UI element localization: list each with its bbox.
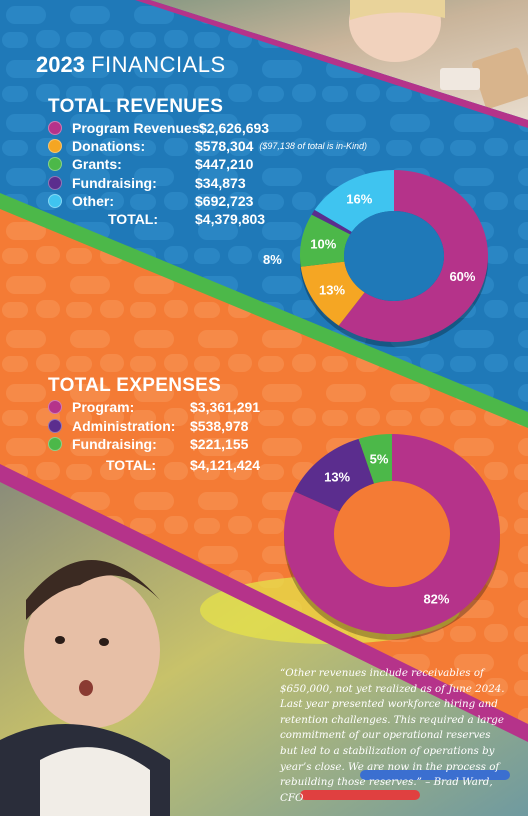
- donut-slice-fundraising: [358, 434, 392, 484]
- legend-value-donations: $578,304 ($97,138 of total is in-Kind): [195, 137, 367, 155]
- cfo-quote: “Other revenues include receivables of $…: [280, 667, 505, 804]
- legend-value-program-revenues: $2,626,693: [199, 119, 269, 137]
- revenues-donut-chart: 60% 13% 10% 16% 8%: [263, 170, 488, 347]
- revenues-total-label: TOTAL:: [108, 211, 159, 227]
- legend-dot: [48, 437, 62, 451]
- legend-dot: [48, 419, 62, 433]
- donut-slice-program-revenues: [338, 170, 488, 342]
- legend-value: $221,155: [190, 436, 249, 452]
- legend-row-program: Program:: [48, 398, 134, 416]
- donut-slice-fundraising: [311, 209, 352, 235]
- legend-row-administration: Administration:: [48, 417, 175, 435]
- donut-hole: [334, 481, 450, 587]
- legend-value-fundraising: $34,873: [195, 174, 246, 192]
- legend-row-expense-fundraising: Fundraising:: [48, 435, 157, 453]
- expenses-total-label: TOTAL:: [106, 457, 157, 473]
- donut-label-donations: 13%: [319, 282, 345, 297]
- legend-value-program: $3,361,291: [190, 398, 260, 416]
- revenues-total-value: $4,379,803: [195, 211, 266, 227]
- legend-value-other: $692,723: [195, 192, 253, 210]
- donut-label-program-revenues: 60%: [449, 269, 475, 284]
- legend-dot: [48, 139, 62, 153]
- donut-slice-donations: [300, 261, 365, 326]
- legend-label: Other:: [72, 193, 114, 209]
- donut-hole: [344, 211, 444, 301]
- expenses-title: TOTAL EXPENSES: [48, 375, 222, 396]
- page-title-year: 2023: [36, 52, 85, 77]
- legend-row-donations: Donations:: [48, 137, 145, 155]
- donut-slice-administration: [294, 438, 375, 512]
- page-title: 2023 FINANCIALS: [36, 52, 226, 78]
- legend-dot: [48, 176, 62, 190]
- legend-value: $3,361,291: [190, 399, 261, 415]
- donut-label-grants: 10%: [310, 237, 336, 252]
- donut-outside-label: 8%: [263, 252, 282, 267]
- legend-dot: [48, 121, 62, 135]
- legend-value-grants: $447,210: [195, 155, 253, 173]
- expenses-total-value: $4,121,424: [190, 457, 261, 473]
- legend-value: $692,723: [195, 193, 254, 209]
- legend-value-expense-fundraising: $221,155: [190, 435, 248, 453]
- legend-value-administration: $538,978: [190, 417, 248, 435]
- legend-value: $2,626,693: [199, 120, 270, 136]
- legend-dot: [48, 157, 62, 171]
- legend-value: $34,873: [195, 175, 246, 191]
- donut-slice-other: [314, 170, 394, 232]
- revenues-title: TOTAL REVENUES: [48, 96, 224, 117]
- legend-value: $538,978: [190, 418, 249, 434]
- donut-slice-grants: [300, 214, 351, 267]
- page-title-rest: FINANCIALS: [91, 52, 226, 77]
- donut-label-fundraising: 5%: [370, 451, 389, 466]
- legend-value: $447,210: [195, 156, 254, 172]
- legend-label: Administration:: [72, 418, 176, 434]
- expenses-donut-chart: 82% 13% 5%: [284, 434, 500, 640]
- legend-row-other: Other:: [48, 192, 114, 210]
- donut-label-other: 16%: [346, 192, 372, 207]
- donut-label-program: 82%: [423, 592, 449, 607]
- legend-label: Fundraising:: [72, 175, 157, 191]
- donut-label-administration: 13%: [324, 470, 350, 485]
- legend-label: Grants:: [72, 156, 122, 172]
- legend-row-grants: Grants:: [48, 155, 122, 173]
- legend-label: Fundraising:: [72, 436, 157, 452]
- legend-value: $578,304: [195, 138, 254, 154]
- legend-row-program-revenues: Program Revenues:: [48, 119, 204, 137]
- legend-dot: [48, 194, 62, 208]
- donut-slice-program: [284, 434, 500, 634]
- legend-dot: [48, 400, 62, 414]
- legend-label: Program Revenues:: [72, 120, 205, 136]
- legend-label: Program:: [72, 399, 135, 415]
- donations-note: ($97,138 of total is in-Kind): [259, 141, 367, 151]
- legend-label: Donations:: [72, 138, 146, 154]
- legend-row-fundraising: Fundraising:: [48, 174, 157, 192]
